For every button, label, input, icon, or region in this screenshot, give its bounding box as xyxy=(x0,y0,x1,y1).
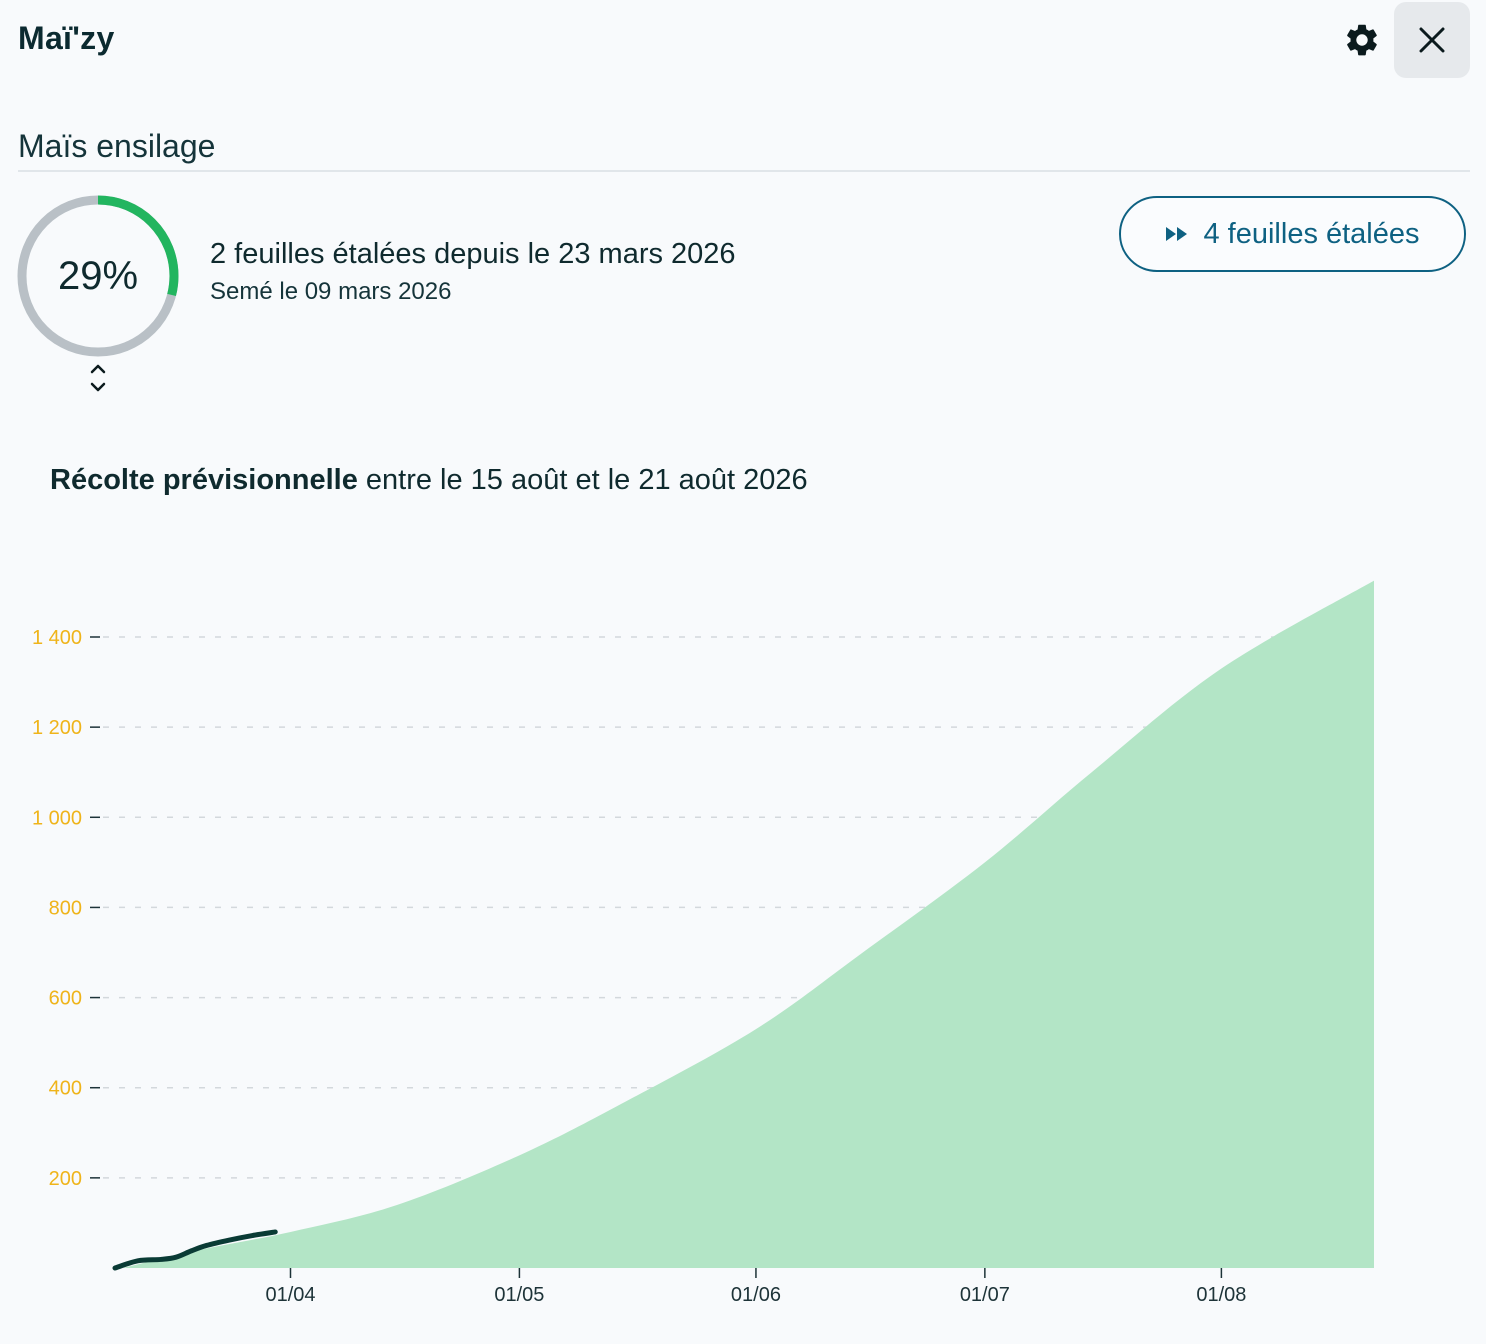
y-tick-label: 800 xyxy=(49,897,82,919)
growth-chart: 200 400 600 800 1 000 1 200 1 400 01/04 01/05 01/… xyxy=(32,580,1380,1306)
gear-icon xyxy=(1347,24,1377,56)
forecast-leaves-label: 4 feuilles étalées xyxy=(1203,217,1420,250)
x-tick-label: 01/05 xyxy=(494,1284,544,1306)
leaves-status: 2 feuilles étalées depuis le 23 mars 202… xyxy=(210,238,736,270)
observed-line xyxy=(112,1229,278,1271)
harvest-forecast-dates: entre le 15 août et le 21 août 2026 xyxy=(357,464,808,496)
x-tick-label: 01/07 xyxy=(960,1284,1010,1306)
app-title: Maï'zy xyxy=(18,20,115,56)
crop-name: Maïs ensilage xyxy=(18,128,216,164)
harvest-forecast-title: Récolte prévisionnelle xyxy=(50,464,358,496)
harvest-forecast: Récolte prévisionnelle entre le 15 août … xyxy=(50,464,808,497)
close-button[interactable] xyxy=(1394,2,1470,78)
x-tick-label: 01/04 xyxy=(265,1284,315,1306)
y-tick-label: 200 xyxy=(49,1168,82,1190)
y-tick-label: 1 200 xyxy=(32,717,82,739)
progress-ring xyxy=(17,195,179,357)
y-tick-label: 600 xyxy=(49,988,82,1010)
divider xyxy=(18,170,1470,172)
forecast-area xyxy=(122,580,1375,1268)
y-tick-label: 400 xyxy=(49,1078,82,1100)
progress-percent: 29% xyxy=(57,253,139,298)
y-tick-label: 1 000 xyxy=(32,807,82,829)
fast-forward-icon xyxy=(1166,227,1188,241)
settings-button[interactable] xyxy=(1338,16,1386,64)
progress-arc xyxy=(17,195,179,357)
close-icon xyxy=(1419,27,1445,53)
sown-date: Semé le 09 mars 2026 xyxy=(210,278,452,305)
y-tick-label: 1 400 xyxy=(32,627,82,649)
forecast-leaves-button[interactable]: 4 feuilles étalées xyxy=(1119,196,1466,272)
expand-toggle-icon[interactable] xyxy=(86,360,110,396)
x-tick-label: 01/06 xyxy=(731,1284,781,1306)
x-tick-label: 01/08 xyxy=(1196,1284,1246,1306)
